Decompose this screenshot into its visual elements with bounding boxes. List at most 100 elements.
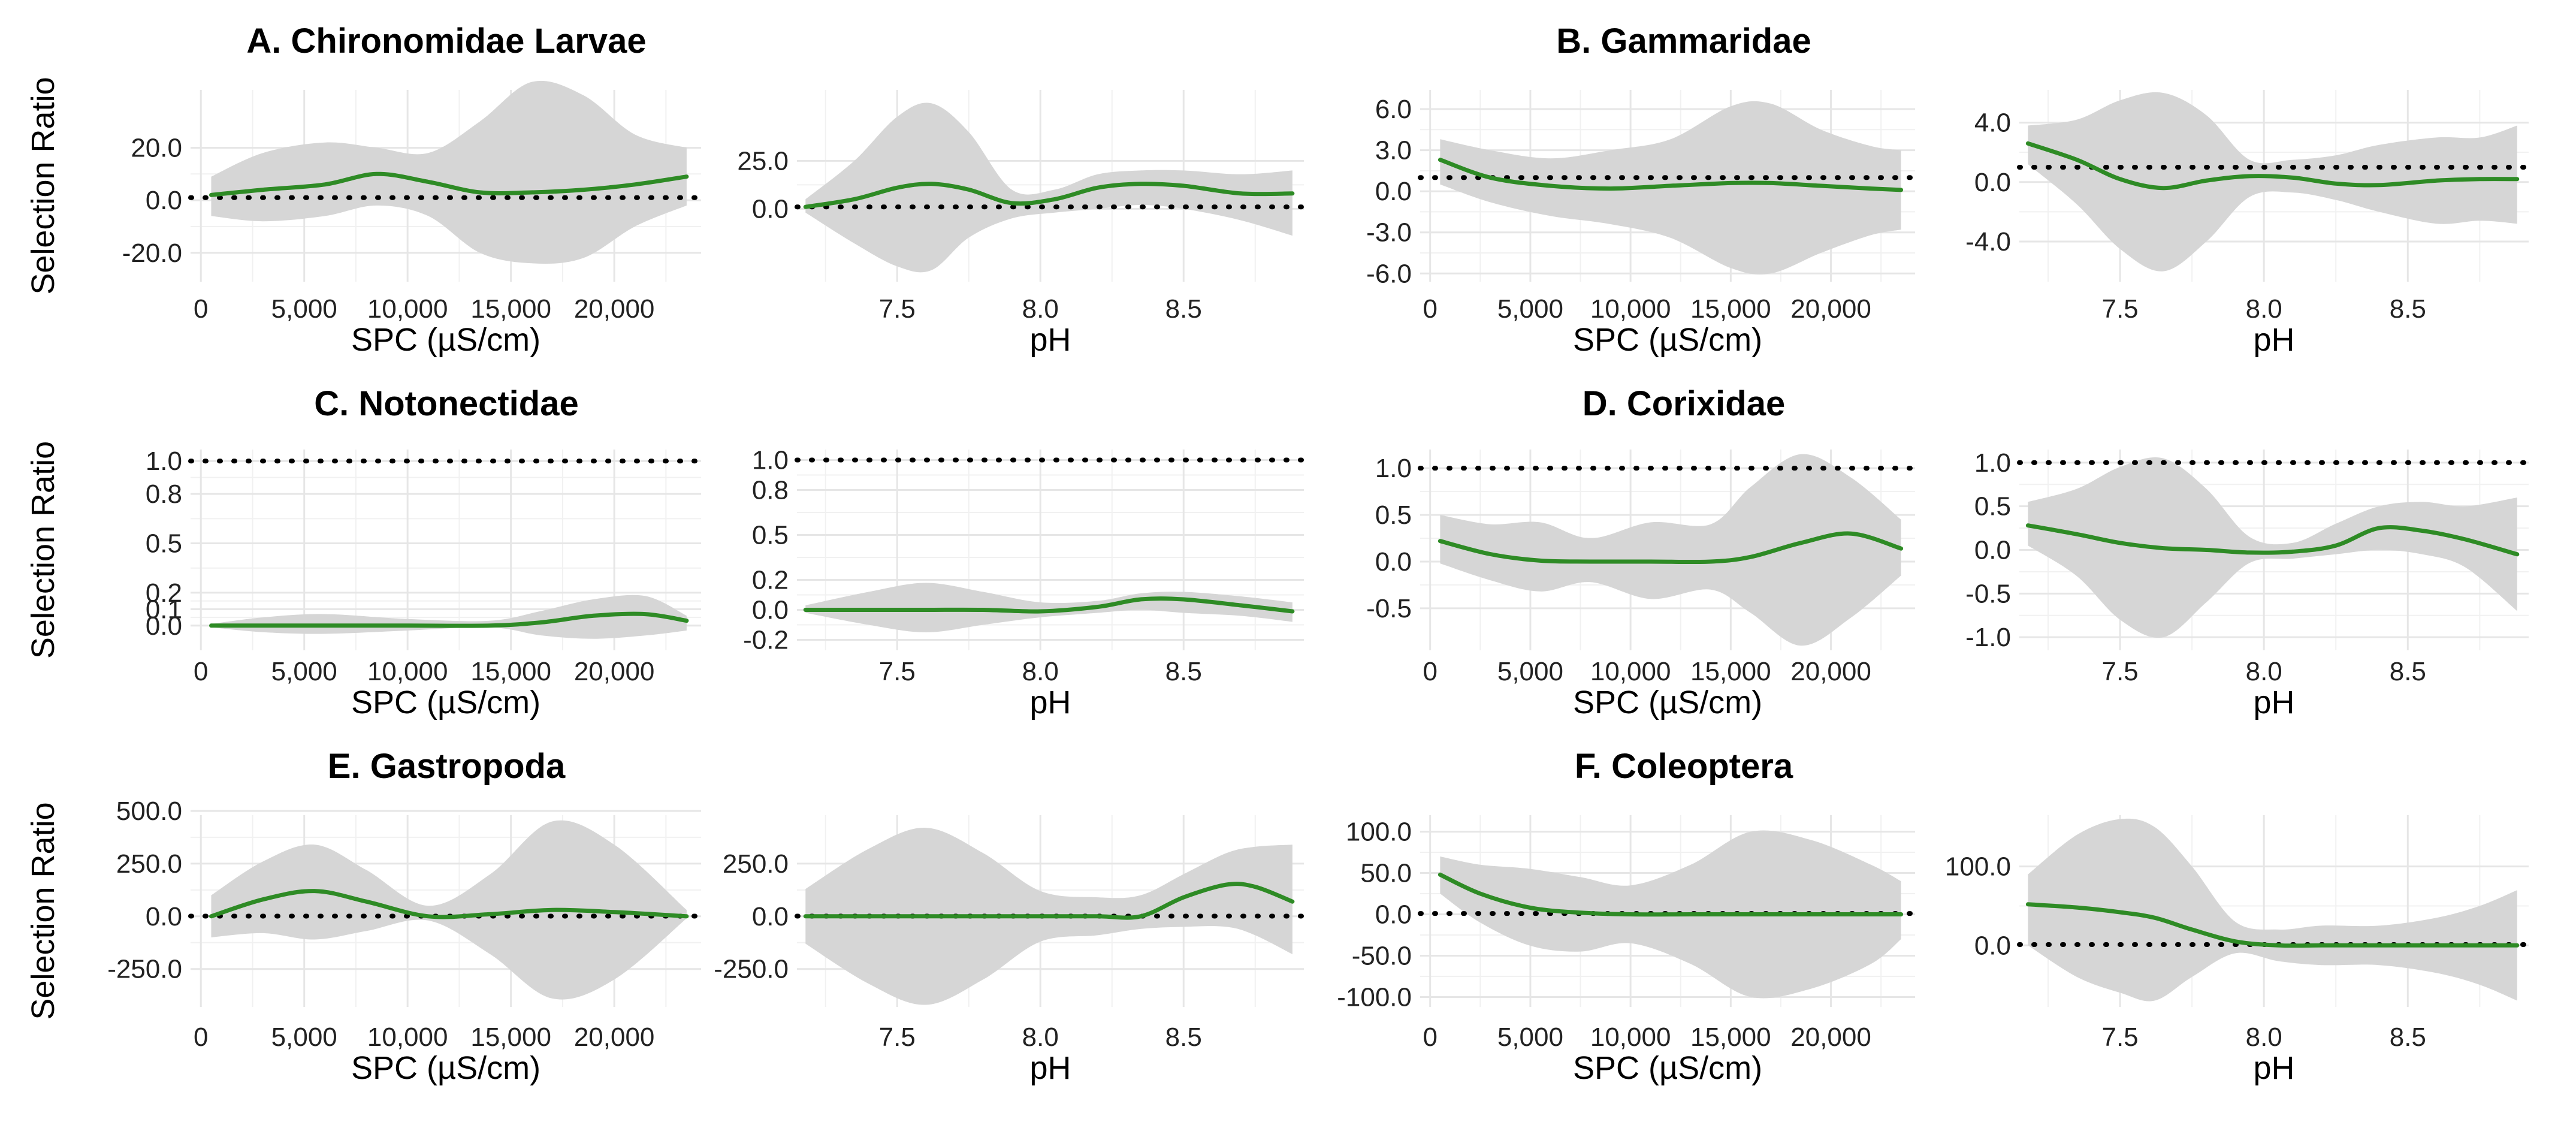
panel-d-ph-x-tick-label: 8.0 (2246, 657, 2282, 686)
panel-d-spc-x-tick-label: 0 (1423, 657, 1437, 686)
panel-c-spc-y-tick-label: 1.0 (146, 447, 182, 476)
panel-e-spc-fit-line (209, 889, 689, 919)
panel-f-ph-x-tick-label: 8.5 (2390, 1023, 2426, 1052)
panel-f-spc-x-tick-label: 15,000 (1690, 1023, 1771, 1052)
panel-c-ph-x-tick-label: 7.5 (879, 657, 916, 686)
panel-b-spc-y-tick-label: 6.0 (1375, 95, 1412, 124)
panel-f-spc-y-tick-label: 0.0 (1375, 900, 1412, 930)
panel-b-ph-y-tick-label: -4.0 (1965, 227, 2011, 257)
panel-d-title: D. Corixidae (1583, 384, 1785, 423)
panel-f-spc-y-tick-label: 100.0 (1346, 818, 1412, 847)
panel-a-ph-x-tick-label: 8.0 (1022, 294, 1059, 324)
panel-f-title: F. Coleoptera (1575, 747, 1793, 786)
panel-f-ph-x-tick-label: 8.0 (2246, 1023, 2282, 1052)
panel-e-spc-x-tick-label: 20,000 (574, 1023, 655, 1052)
panel-d-ph-x-tick-label: 8.5 (2390, 657, 2426, 686)
panel-b-spc-x-axis-label: SPC (µS/cm) (1573, 322, 1762, 358)
panel-f-ph-x-tick-label: 7.5 (2101, 1023, 2138, 1052)
panel-b-ph-fit-line (2025, 141, 2520, 191)
panel-a-spc-y-tick-label: -20.0 (122, 239, 182, 268)
panel-d-ph-y-tick-label: -0.5 (1965, 579, 2011, 608)
panel-f-spc-y-tick-label: -50.0 (1352, 941, 1412, 970)
panel-c-ph-x-axis-label: pH (1029, 684, 1071, 720)
panel-b-spc-y-tick-label: 0.0 (1375, 177, 1412, 206)
panel-b-spc-fit-line (1438, 158, 1904, 192)
panel-f-spc-x-tick-label: 0 (1423, 1023, 1437, 1052)
panel-e-ph-fit-line (803, 882, 1295, 920)
panel-e-spc-x-tick-label: 15,000 (470, 1023, 551, 1052)
panel-c-ph-y-tick-label: 0.8 (752, 476, 789, 505)
panel-f-ph-x-axis-label: pH (2253, 1050, 2294, 1086)
panel-e-spc-x-axis-label: SPC (µS/cm) (351, 1050, 540, 1086)
panel-f-spc-x-axis-label: SPC (µS/cm) (1573, 1050, 1762, 1086)
panel-a-spc-fit-line (209, 171, 689, 197)
panel-f-spc-y-tick-label: -100.0 (1337, 982, 1412, 1012)
panel-c-spc-y-tick-label: 0.2 (146, 578, 182, 608)
panel-c-ph-fit-line (803, 596, 1295, 614)
panel-e-ph-x-tick-label: 8.5 (1165, 1023, 1202, 1052)
panel-b-ph-x-axis-label: pH (2253, 322, 2294, 358)
panel-e-spc-y-tick-label: 250.0 (116, 849, 182, 879)
panel-d-spc-y-tick-label: 1.0 (1375, 454, 1412, 483)
panel-f-ph-confidence-band (2028, 818, 2517, 1002)
panel-a-spc-y-tick-label: 0.0 (146, 186, 182, 215)
panel-e-ph-y-tick-label: 0.0 (752, 902, 789, 931)
panel-b-spc-y-tick-label: -3.0 (1366, 218, 1412, 248)
panel-c-spc-fit-line (209, 611, 689, 628)
panel-c-ph-confidence-band (805, 583, 1292, 632)
panel-a-spc-x-tick-label: 20,000 (574, 294, 655, 324)
panel-a-spc-y-tick-label: 20.0 (131, 133, 182, 162)
panel-c-spc-y-tick-label: 0.5 (146, 529, 182, 559)
panel-b-spc-x-tick-label: 20,000 (1790, 294, 1871, 324)
panel-d-ph-x-axis-label: pH (2253, 684, 2294, 720)
panel-c-ph-x-tick-label: 8.0 (1022, 657, 1059, 686)
panel-d-spc-y-tick-label: 0.0 (1375, 547, 1412, 577)
panel-d-ph-confidence-band (2028, 457, 2517, 638)
panel-a-ph-x-tick-label: 7.5 (879, 294, 916, 324)
panel-e-spc-y-tick-label: -250.0 (107, 955, 182, 984)
y-axis-label-row-2: Selection Ratio (25, 441, 61, 659)
panel-a-spc-x-axis-label: SPC (µS/cm) (351, 322, 540, 358)
panel-f-ph-y-tick-label: 100.0 (1945, 852, 2011, 882)
panel-a-spc-x-tick-label: 15,000 (470, 294, 551, 324)
panel-a-ph-x-tick-label: 8.5 (1165, 294, 1202, 324)
panel-d-ph-x-tick-label: 7.5 (2101, 657, 2138, 686)
panel-c-spc-y-tick-label: 0.1 (146, 595, 182, 624)
panel-f-spc-fit-line (1438, 872, 1904, 917)
panel-a-title: A. Chironomidae Larvae (246, 22, 646, 61)
panel-e-spc-y-tick-label: 0.0 (146, 902, 182, 931)
panel-c-spc-confidence-band (211, 595, 687, 639)
panel-b-title: B. Gammaridae (1556, 22, 1811, 61)
panel-f-ph-fit-line (2025, 902, 2520, 948)
panel-c-ph-x-tick-label: 8.5 (1165, 657, 1202, 686)
panel-f-spc-y-tick-label: 50.0 (1360, 859, 1412, 888)
panel-e-title: E. Gastropoda (328, 747, 566, 786)
panel-d-spc-x-tick-label: 5,000 (1497, 657, 1563, 686)
panel-a-ph-y-tick-label: 0.0 (752, 194, 789, 224)
panel-c-title: C. Notonectidae (314, 384, 579, 423)
panel-d-spc-x-axis-label: SPC (µS/cm) (1573, 684, 1762, 720)
panel-c-ph-y-tick-label: 0.5 (752, 521, 789, 550)
panel-a-spc-x-tick-label: 5,000 (271, 294, 337, 324)
panel-a-ph-fit-line (803, 182, 1295, 209)
panel-b-spc-y-tick-label: 3.0 (1375, 136, 1412, 165)
panel-c-ph-y-tick-label: 1.0 (752, 446, 789, 475)
panel-e-spc-x-tick-label: 10,000 (367, 1023, 448, 1052)
panel-d-spc-x-tick-label: 10,000 (1590, 657, 1671, 686)
panel-e-spc-x-tick-label: 0 (194, 1023, 208, 1052)
panel-e-ph-x-tick-label: 7.5 (879, 1023, 916, 1052)
panel-f-spc-x-tick-label: 20,000 (1790, 1023, 1871, 1052)
panel-c-spc-x-tick-label: 20,000 (574, 657, 655, 686)
panel-c-spc-y-tick-label: 0.8 (146, 479, 182, 509)
panel-e-ph-x-tick-label: 8.0 (1022, 1023, 1059, 1052)
y-axis-label-row-3: Selection Ratio (25, 802, 61, 1020)
panel-d-ph-y-tick-label: 0.5 (1974, 492, 2011, 521)
panel-c-spc-y-tick-label: 0.0 (146, 611, 182, 641)
panel-a-spc-x-tick-label: 0 (194, 294, 208, 324)
panel-b-ph-x-tick-label: 8.0 (2246, 294, 2282, 324)
panel-b-spc-x-tick-label: 0 (1423, 294, 1437, 324)
panel-c-spc-x-axis-label: SPC (µS/cm) (351, 684, 540, 720)
panel-b-ph-x-tick-label: 7.5 (2101, 294, 2138, 324)
panel-c-spc-x-tick-label: 10,000 (367, 657, 448, 686)
